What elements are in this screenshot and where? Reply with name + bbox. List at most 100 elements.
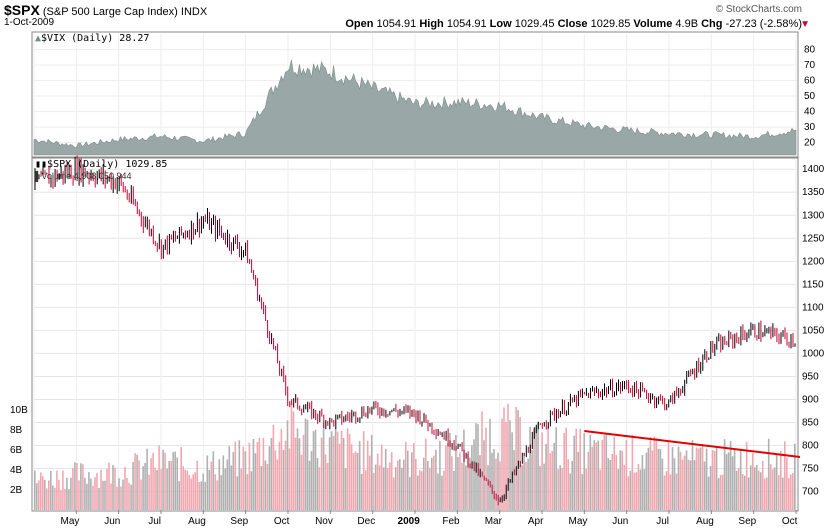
volume-bar (547, 426, 549, 510)
volume-bar (567, 459, 569, 510)
volume-bar (256, 442, 259, 510)
volume-bar (607, 458, 610, 510)
volume-bar (421, 471, 423, 510)
volume-bar (655, 438, 658, 510)
volume-y-tick: 8B (10, 425, 23, 436)
volume-bar (294, 437, 297, 510)
volume-bar (405, 441, 407, 510)
high-label: High (419, 18, 444, 30)
volume-bar (192, 474, 194, 510)
volume-bar (194, 472, 196, 510)
volume-bar (342, 438, 345, 510)
volume-bar (150, 458, 152, 510)
price-y-tick: 750 (802, 464, 819, 475)
volume-bar (98, 488, 100, 510)
volume-bar (541, 432, 543, 510)
volume-bar (316, 458, 319, 510)
volume-bar (228, 446, 231, 510)
volume-bar (481, 411, 483, 510)
volume-bar (136, 454, 138, 510)
volume-bar (605, 434, 608, 510)
volume-bar (615, 455, 618, 510)
volume-bar (784, 441, 786, 510)
volume-bar (354, 451, 357, 510)
volume-bar (449, 432, 451, 510)
volume-bar (431, 457, 433, 510)
spx-legend-text: $SPX (Daily) 1029.85 (47, 159, 168, 170)
volume-bar (314, 429, 317, 510)
volume-bar (778, 475, 780, 510)
close-label: Close (557, 18, 588, 30)
volume-bar (376, 453, 379, 510)
x-tick-label: Jun (104, 516, 120, 527)
volume-bar (154, 467, 156, 510)
volume-bar (320, 437, 323, 510)
volume-bar (346, 428, 349, 510)
volume-bar (372, 472, 375, 510)
volume-bar (471, 445, 473, 510)
volume-bar (403, 459, 405, 510)
volume-bar (268, 446, 271, 510)
volume-bar (647, 447, 650, 510)
x-tick-label: Aug (696, 516, 714, 527)
volume-bar (563, 433, 565, 510)
volume-bar (152, 453, 154, 510)
volume-bar (118, 478, 120, 510)
volume-bar (529, 426, 531, 510)
volume-bar (282, 449, 285, 510)
volume-bar (288, 448, 291, 510)
volume-bar (274, 450, 277, 510)
volume-bar (266, 463, 269, 510)
volume-bar (613, 436, 616, 510)
volume-bar (701, 444, 704, 510)
volume-bar (130, 484, 132, 510)
volume-bar (711, 450, 714, 510)
volume-bar (549, 453, 551, 510)
volume-bar (160, 469, 162, 510)
volume-bar (537, 421, 539, 510)
spx-legend: ▮▮$SPX (Daily) 1029.85 (35, 159, 167, 170)
volume-bar (290, 401, 293, 510)
volume-bar (433, 455, 435, 510)
volume-bar (68, 489, 70, 510)
chart-date: 1-Oct-2009 (4, 17, 55, 28)
volume-bar (196, 460, 198, 510)
volume-bar (344, 468, 347, 510)
volume-bar (78, 480, 80, 510)
volume-bar (511, 432, 513, 510)
volume-bar (427, 461, 429, 510)
volume-bar (162, 449, 164, 510)
volume-bar (487, 465, 489, 510)
volume-bar (102, 480, 104, 510)
open-label: Open (345, 18, 374, 30)
volume-bar (585, 468, 587, 510)
volume-bar (226, 459, 229, 510)
volume-bar (723, 439, 726, 510)
volume-bar (609, 459, 612, 510)
volume-bar (527, 458, 529, 510)
volume-bar (96, 473, 98, 510)
volume-bar (503, 407, 505, 510)
volume-bar (553, 442, 555, 510)
volume-bar (685, 450, 688, 510)
volume-bar (501, 418, 503, 510)
price-y-tick: 1100 (802, 302, 824, 313)
index-name: (S&P 500 Large Cap Index) (42, 6, 178, 18)
x-tick-label: May (61, 516, 80, 527)
volume-bar (533, 429, 535, 510)
volume-bar (368, 455, 371, 510)
volume-bar (513, 450, 515, 510)
volume-y-tick: 10B (10, 405, 28, 416)
volume-bar (715, 447, 718, 510)
volume-bar (296, 428, 299, 510)
volume-bar (463, 429, 465, 510)
volume-bar (639, 469, 642, 510)
volume-bar (447, 443, 449, 510)
candlestick-icon: ▮▮ (35, 159, 48, 170)
volume-bar (330, 431, 333, 510)
volume-bar (709, 465, 712, 510)
price-y-tick: 1000 (802, 348, 825, 359)
volume-bar (380, 444, 383, 510)
volume-label: Volume (633, 18, 673, 30)
volume-bar (786, 457, 788, 510)
